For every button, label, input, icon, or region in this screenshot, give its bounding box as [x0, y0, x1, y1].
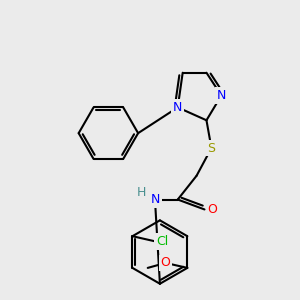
Text: H: H — [136, 186, 146, 199]
Text: O: O — [208, 203, 218, 216]
Text: O: O — [160, 256, 170, 269]
Text: Cl: Cl — [156, 235, 168, 248]
Text: S: S — [207, 142, 215, 154]
Text: N: N — [150, 193, 160, 206]
Text: N: N — [173, 101, 182, 114]
Text: N: N — [217, 89, 226, 102]
